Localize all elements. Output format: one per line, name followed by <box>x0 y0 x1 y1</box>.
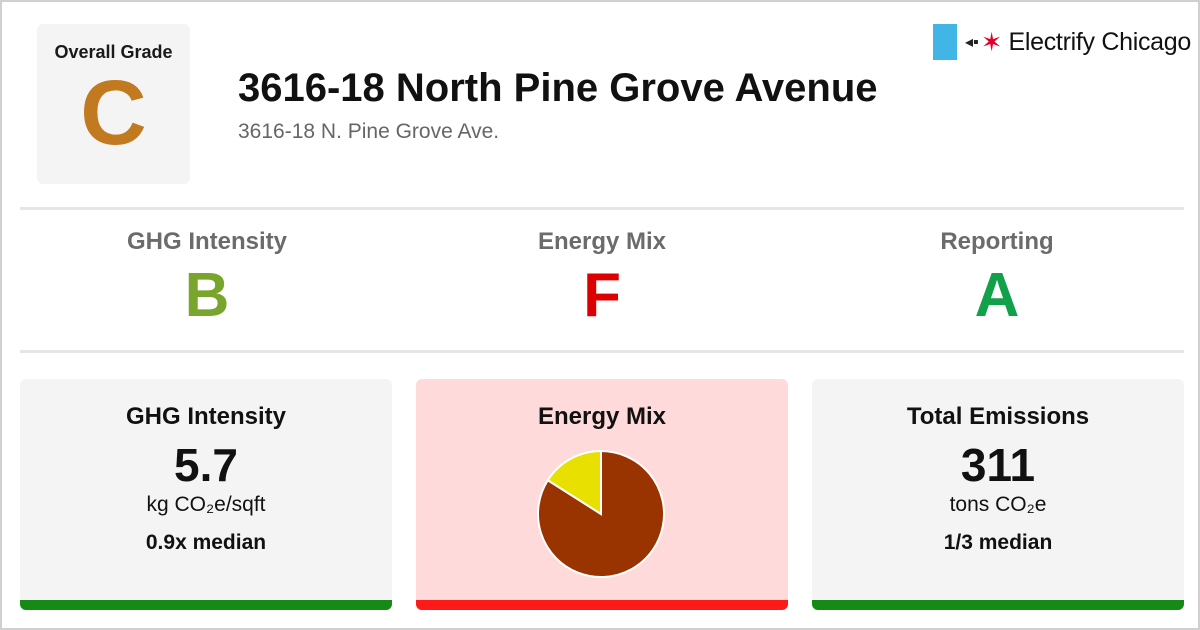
subgrade-reporting: Reporting A <box>802 228 1192 328</box>
overall-grade-box: Overall Grade C <box>37 24 190 184</box>
status-bar <box>812 600 1184 610</box>
total-emissions-unit: tons CO₂e <box>949 493 1047 516</box>
brand-logo[interactable]: ◂▪ ✶ Electrify Chicago <box>933 24 1191 60</box>
ghg-intensity-unit: kg CO₂e/sqft <box>146 493 266 516</box>
card-title: Total Emissions <box>906 403 1090 430</box>
card-title: Energy Mix <box>537 403 667 430</box>
building-title: 3616-18 North Pine Grove Avenue <box>238 66 878 110</box>
pie-slice-1 <box>546 449 602 516</box>
star-icon: ✶ <box>980 27 1003 57</box>
subgrade-letter: F <box>583 261 621 330</box>
status-bar <box>20 600 392 610</box>
total-emissions-card: Total Emissions 311 tons CO₂e 1/3 median <box>812 379 1184 610</box>
total-emissions-median: 1/3 median <box>943 531 1053 554</box>
divider <box>20 350 1184 353</box>
subgrade-label: Reporting <box>940 228 1054 255</box>
subgrade-letter: A <box>974 261 1020 330</box>
overall-grade-label: Overall Grade <box>54 42 173 62</box>
subgrade-label: Energy Mix <box>537 228 667 255</box>
building-address: 3616-18 N. Pine Grove Ave. <box>238 120 500 143</box>
status-bar <box>416 600 788 610</box>
subgrade-label: GHG Intensity <box>126 228 288 255</box>
energy-mix-card: Energy Mix <box>416 379 788 610</box>
energy-mix-pie-chart <box>537 449 665 578</box>
divider <box>20 207 1184 210</box>
total-emissions-value: 311 <box>960 439 1036 491</box>
subgrade-letter: B <box>184 261 230 330</box>
plug-icon: ◂▪ <box>965 34 979 51</box>
brand-name: Electrify Chicago <box>1008 27 1192 56</box>
ghg-intensity-value: 5.7 <box>174 439 238 491</box>
ghg-intensity-median: 0.9x median <box>145 531 267 554</box>
ghg-intensity-card: GHG Intensity 5.7 kg CO₂e/sqft 0.9x medi… <box>20 379 392 610</box>
subgrade-energy-mix: Energy Mix F <box>407 228 797 328</box>
card-title: GHG Intensity <box>125 403 287 430</box>
flag-icon <box>933 24 957 60</box>
overall-grade-letter: C <box>80 62 147 164</box>
subgrade-ghg-intensity: GHG Intensity B <box>12 228 402 328</box>
